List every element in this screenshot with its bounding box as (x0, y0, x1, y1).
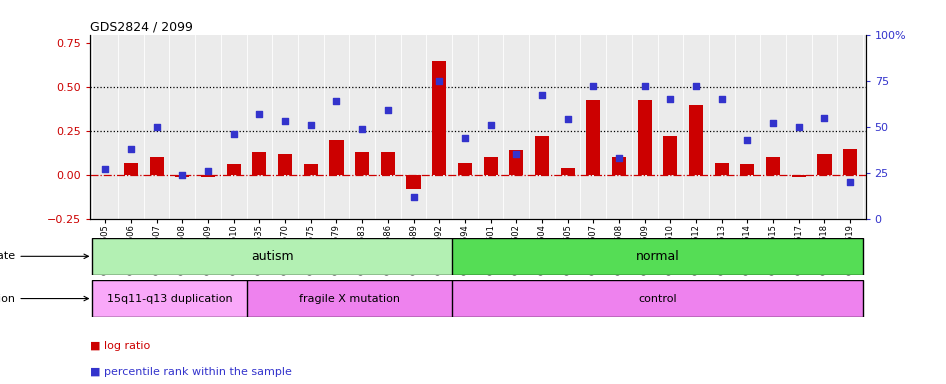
Bar (483, 157, 498, 175)
Text: ■ percentile rank within the sample: ■ percentile rank within the sample (90, 367, 291, 377)
Bar (355, 152, 369, 175)
Text: genotype/variation: genotype/variation (0, 293, 88, 304)
Bar (663, 136, 677, 175)
Bar (304, 164, 318, 175)
Point (123, 146, 138, 152)
Bar (843, 149, 857, 175)
Bar (201, 175, 215, 177)
Point (560, 116, 575, 122)
Text: autism: autism (251, 250, 293, 263)
Bar (253, 152, 267, 175)
Bar (175, 175, 189, 177)
Point (97, 166, 113, 172)
Point (663, 96, 678, 102)
Bar (93, 280, 247, 317)
Bar (638, 99, 652, 175)
Text: control: control (639, 293, 676, 304)
Bar (124, 163, 138, 175)
Point (175, 172, 190, 178)
Point (637, 83, 652, 89)
Bar (227, 164, 241, 175)
Point (201, 168, 216, 174)
Point (252, 111, 267, 117)
Bar (534, 136, 549, 175)
Bar (741, 164, 755, 175)
Bar (278, 154, 292, 175)
Bar (432, 61, 447, 175)
Bar (561, 168, 574, 175)
Bar (407, 175, 421, 189)
Point (534, 92, 550, 98)
Text: fragile X mutation: fragile X mutation (299, 293, 400, 304)
Point (329, 98, 344, 104)
Point (586, 83, 601, 89)
Bar (509, 151, 523, 175)
Point (740, 137, 755, 143)
Bar (766, 157, 780, 175)
Text: GDS2824 / 2099: GDS2824 / 2099 (90, 20, 193, 33)
Point (355, 126, 370, 132)
Bar (689, 105, 703, 175)
Point (689, 83, 704, 89)
Bar (93, 238, 452, 275)
Point (380, 107, 395, 113)
Bar (329, 140, 343, 175)
Text: ■ log ratio: ■ log ratio (90, 341, 150, 351)
Point (277, 118, 292, 124)
Point (509, 151, 524, 157)
Point (765, 120, 780, 126)
Text: disease state: disease state (0, 251, 88, 262)
Bar (452, 238, 863, 275)
Bar (817, 154, 832, 175)
Bar (612, 157, 626, 175)
Point (149, 124, 165, 130)
Point (611, 155, 626, 161)
Point (406, 194, 421, 200)
Point (843, 179, 858, 185)
Bar (380, 152, 394, 175)
Point (791, 124, 806, 130)
Text: 15q11-q13 duplication: 15q11-q13 duplication (107, 293, 233, 304)
Point (304, 122, 319, 128)
Point (457, 135, 472, 141)
Bar (247, 280, 452, 317)
Point (817, 114, 832, 121)
Bar (792, 175, 806, 177)
Bar (587, 99, 601, 175)
Text: normal: normal (636, 250, 679, 263)
Point (483, 122, 499, 128)
Point (226, 131, 241, 137)
Point (431, 78, 447, 84)
Bar (458, 163, 472, 175)
Point (714, 96, 729, 102)
Bar (149, 157, 164, 175)
Bar (714, 163, 728, 175)
Bar (452, 280, 863, 317)
